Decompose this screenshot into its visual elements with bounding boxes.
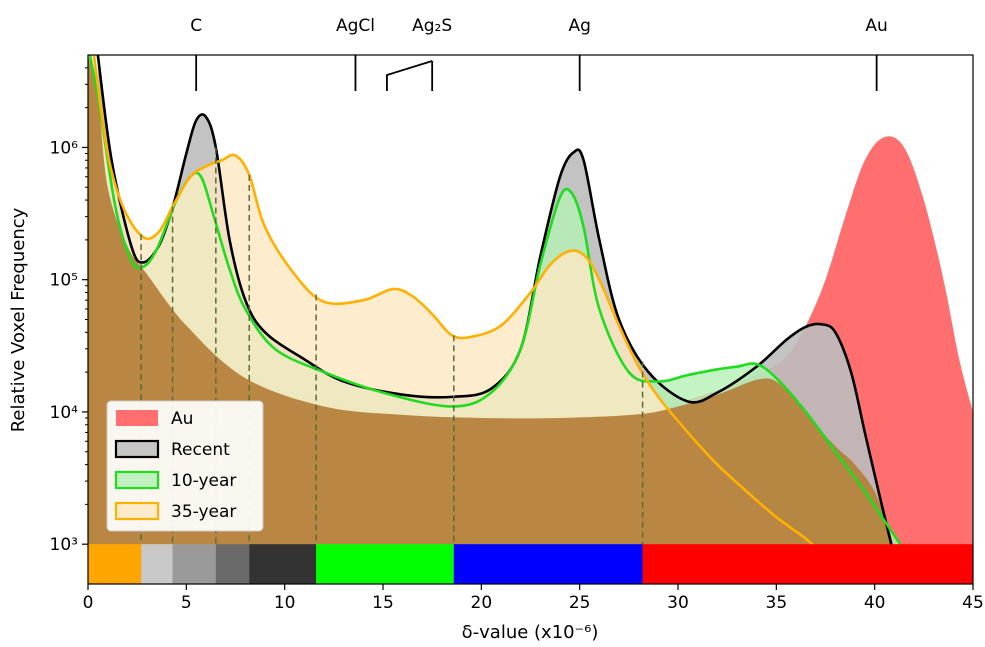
legend: Au Recent 10-year 35-year [106, 400, 264, 532]
legend-swatch-3 [114, 501, 160, 521]
color-band-strip [88, 544, 973, 584]
overlap-floor-area [88, 55, 895, 584]
series-line-2 [88, 55, 902, 545]
legend-label-3: 35-year [171, 502, 236, 522]
legend-label-0: Au [171, 409, 193, 429]
y-tick-label-3: 10⁶ [50, 138, 79, 158]
y-tick-label-1: 10⁴ [50, 403, 79, 423]
legend-swatch-0 [116, 410, 158, 426]
y-tick-label-2: 10⁵ [50, 271, 78, 291]
color-band-1 [141, 544, 173, 584]
y-tick-label-0: 10³ [50, 535, 78, 555]
plot-area [88, 55, 973, 584]
annotation-label-0: C [190, 16, 202, 36]
color-band-2 [172, 544, 216, 584]
x-axis-title: δ-value (x10⁻⁶) [462, 622, 599, 643]
x-tick-label-5: 25 [569, 593, 591, 613]
y-axis-title: Relative Voxel Frequency [8, 207, 29, 432]
color-band-7 [642, 544, 973, 584]
x-tick-label-7: 35 [766, 593, 788, 613]
legend-swatch-2 [114, 470, 160, 490]
x-tick-label-2: 10 [274, 593, 296, 613]
legend-box [106, 400, 264, 532]
annotation-label-2: Ag₂S [412, 16, 452, 36]
annotation-label-3: Ag [568, 16, 590, 36]
annotation-label-1: AgCl [336, 16, 375, 36]
axes: 0 5 10 15 20 25 30 35 40 45 10³ 10⁴ 10⁵ 10⁶ [50, 67, 984, 613]
color-band-0 [88, 544, 142, 584]
x-tick-label-9: 45 [962, 593, 984, 613]
annotation-label-4: Au [865, 16, 887, 36]
legend-swatch-1 [114, 439, 160, 459]
color-band-6 [453, 544, 643, 584]
annotation-connector-2 [386, 60, 433, 91]
x-tick-label-0: 0 [83, 593, 94, 613]
legend-label-2: 10-year [171, 471, 236, 491]
legend-label-1: Recent [171, 440, 230, 460]
series-line-3 [92, 55, 827, 558]
x-tick-label-1: 5 [181, 593, 192, 613]
color-band-4 [249, 544, 317, 584]
x-tick-label-6: 30 [667, 593, 689, 613]
top-annotations: C AgCl Ag₂S Ag Au [190, 16, 888, 91]
x-tick-label-4: 20 [471, 593, 493, 613]
x-tick-label-3: 15 [372, 593, 394, 613]
color-band-5 [316, 544, 454, 584]
x-tick-label-8: 40 [864, 593, 886, 613]
color-band-3 [215, 544, 250, 584]
